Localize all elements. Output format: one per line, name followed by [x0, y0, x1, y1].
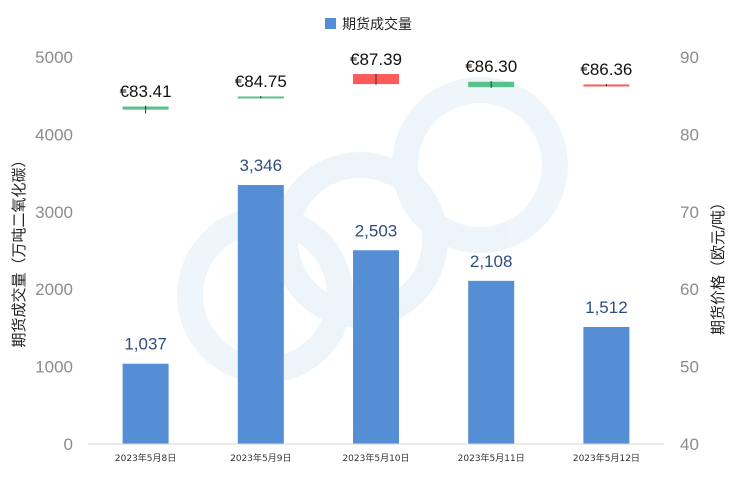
volume-bar — [122, 363, 169, 444]
x-tick-label: 2023年5月10日 — [342, 452, 409, 464]
volume-bar — [468, 280, 515, 444]
price-candles — [122, 74, 630, 114]
price-label: €87.39 — [350, 50, 402, 69]
price-label: €86.30 — [465, 57, 517, 76]
x-tick-label: 2023年5月11日 — [458, 452, 525, 464]
price-label: €83.41 — [120, 82, 172, 101]
x-ticks: 2023年5月8日 2023年5月9日 2023年5月10日 2023年5月11日 20… — [115, 452, 640, 464]
y-left-tick-label: 0 — [64, 435, 73, 454]
y-left-tick-label: 4000 — [35, 125, 73, 144]
x-tick-label: 2023年5月8日 — [115, 452, 176, 464]
x-tick-label: 2023年5月12日 — [573, 452, 640, 464]
x-tick-label: 2023年5月9日 — [230, 452, 291, 464]
volume-bar — [583, 326, 630, 444]
y-right-tick-label: 60 — [680, 280, 699, 299]
y-right-ticks: 40 50 60 70 80 90 — [680, 48, 699, 454]
y-left-axis-title: 期货成交量（万吨二氧化碳） — [10, 152, 28, 347]
volume-bar — [237, 185, 284, 444]
legend-label: 期货成交量 — [342, 16, 412, 33]
volume-bar — [353, 250, 399, 444]
price-labels: €83.41 €84.75 €87.39 €86.30 €86.36 — [120, 50, 633, 101]
volume-bar-label: 1,037 — [124, 335, 167, 354]
y-left-ticks: 0 1000 2000 3000 4000 5000 — [35, 48, 73, 454]
y-right-tick-label: 70 — [680, 203, 699, 222]
y-right-tick-label: 90 — [680, 48, 699, 67]
y-left-tick-label: 1000 — [35, 358, 73, 377]
y-right-tick-label: 40 — [680, 435, 699, 454]
y-right-tick-label: 80 — [680, 125, 699, 144]
y-right-axis-title: 期货价格（欧元/吨） — [709, 195, 727, 335]
price-label: €86.36 — [580, 60, 632, 79]
bars — [122, 185, 630, 444]
y-left-tick-label: 3000 — [35, 203, 73, 222]
volume-bar-label: 2,503 — [355, 221, 398, 240]
volume-bar-label: 1,512 — [585, 298, 628, 317]
legend: 期货成交量 — [325, 16, 412, 33]
y-left-tick-label: 2000 — [35, 280, 73, 299]
price-label: €84.75 — [235, 72, 287, 91]
volume-bar-label: 3,346 — [240, 156, 283, 175]
legend-swatch — [325, 18, 336, 29]
bar-labels: 1,037 3,346 2,503 2,108 1,512 — [124, 156, 627, 354]
y-right-tick-label: 50 — [680, 358, 699, 377]
volume-bar-label: 2,108 — [470, 252, 513, 271]
y-left-tick-label: 5000 — [35, 48, 73, 67]
